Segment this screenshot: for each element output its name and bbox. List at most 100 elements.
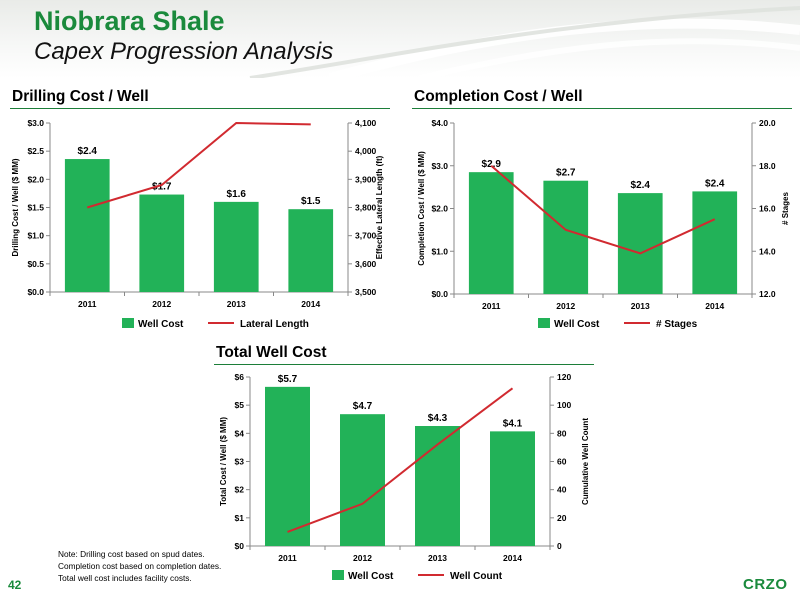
data-label: $2.9 (482, 159, 502, 170)
x-tick-label: 2014 (301, 299, 320, 309)
bar (543, 180, 589, 294)
y-tick-label: $2.0 (431, 204, 448, 214)
y2-tick-label: 4,100 (355, 118, 377, 128)
data-label: $2.4 (78, 146, 98, 157)
legend-swatch-bar (538, 318, 550, 328)
y-tick-label: $2.5 (27, 146, 44, 156)
y-tick-label: $0.0 (431, 289, 448, 299)
banner-swirl-decoration (249, 6, 800, 78)
completion-cost-chart: $0.0 $1.0 $2.0 $3.0 $4.0 12.0 14.0 16.0 18.0 20.0… (417, 118, 790, 330)
section-rule-total (214, 364, 594, 365)
bar (139, 194, 185, 292)
page-title: Niobrara Shale (34, 6, 225, 36)
y-axis-title: Drilling Cost / Well ($ MM) (11, 158, 20, 256)
legend-label: Lateral Length (240, 319, 309, 330)
y2-tick-label: 3,900 (355, 174, 377, 184)
footnote-line: Completion cost based on completion date… (58, 561, 222, 571)
y2-tick-label: 20 (557, 513, 567, 523)
section-rule-completion (412, 108, 792, 109)
y2-tick-label: 18.0 (759, 161, 776, 171)
section-title-total: Total Well Cost (216, 344, 327, 361)
section-title-completion: Completion Cost / Well (414, 88, 583, 105)
legend-label: Well Cost (554, 319, 600, 330)
y2-tick-label: 3,500 (355, 287, 377, 297)
drilling-cost-chart: $0.0 $0.5 $1.0 $1.5 $2.0 $2.5 $3.0 3,500 3,600 3,… (11, 118, 384, 330)
y2-tick-label: 12.0 (759, 289, 776, 299)
y-tick-label: $6 (235, 372, 245, 382)
footnote-line: Note: Drilling cost based on spud dates. (58, 549, 205, 559)
y-tick-label: $0.0 (27, 287, 44, 297)
bar (692, 191, 738, 294)
bar (340, 414, 385, 546)
x-tick-label: 2012 (353, 553, 372, 563)
y-tick-label: $2 (235, 485, 245, 495)
y-tick-label: $5 (235, 400, 245, 410)
bar (64, 159, 110, 292)
bar (617, 193, 663, 294)
y2-axis-title: # Stages (781, 191, 790, 224)
data-label: $1.5 (301, 196, 321, 207)
y-tick-label: $4.0 (431, 118, 448, 128)
y2-tick-label: 20.0 (759, 118, 776, 128)
bar (468, 172, 514, 294)
x-tick-label: 2011 (78, 299, 97, 309)
x-tick-label: 2014 (705, 301, 724, 311)
data-label: $2.4 (705, 178, 725, 189)
y-tick-label: $0.5 (27, 259, 44, 269)
y-tick-label: $3 (235, 457, 245, 467)
series-line (490, 164, 716, 255)
legend-label: # Stages (656, 319, 698, 330)
y-tick-label: $4 (235, 428, 245, 438)
legend-label: Well Cost (348, 571, 394, 582)
legend-swatch-bar (332, 570, 344, 580)
y2-tick-label: 0 (557, 541, 562, 551)
data-label: $4.7 (353, 401, 373, 412)
page-subtitle: Capex Progression Analysis (34, 38, 334, 65)
x-tick-label: 2012 (152, 299, 171, 309)
company-logo: CRZO (743, 576, 788, 593)
bar (490, 431, 535, 546)
legend-label: Well Count (450, 571, 503, 582)
section-rule-drilling (10, 108, 390, 109)
data-label: $4.3 (428, 413, 448, 424)
y2-tick-label: 14.0 (759, 246, 776, 256)
section-title-drilling: Drilling Cost / Well (12, 88, 149, 105)
footnote: Note: Drilling cost based on spud dates.… (58, 548, 221, 584)
y-tick-label: $1.5 (27, 203, 44, 213)
x-tick-label: 2012 (556, 301, 575, 311)
x-tick-label: 2013 (227, 299, 246, 309)
y2-tick-label: 3,800 (355, 203, 377, 213)
y-tick-label: $1.0 (27, 231, 44, 241)
header-banner (0, 0, 800, 78)
y2-tick-label: 16.0 (759, 204, 776, 214)
y-tick-label: $0 (235, 541, 245, 551)
y-tick-label: $3.0 (431, 161, 448, 171)
data-label: $1.6 (227, 189, 247, 200)
series-line (86, 121, 311, 209)
y-axis-title: Completion Cost / Well ($ MM) (417, 151, 426, 266)
y2-axis-title: Effective Lateral Length (ft) (375, 155, 384, 259)
y2-tick-label: 40 (557, 485, 567, 495)
footnote-line: Total well cost includes facility costs. (58, 573, 192, 583)
series-line (287, 387, 514, 533)
data-label: $4.1 (503, 418, 523, 429)
x-tick-label: 2013 (631, 301, 650, 311)
x-tick-label: 2011 (482, 301, 501, 311)
y-tick-label: $1.0 (431, 246, 448, 256)
y-axis-title: Total Cost / Well ($ MM) (219, 417, 228, 506)
data-label: $1.7 (152, 182, 172, 193)
legend-label: Well Cost (138, 319, 184, 330)
y2-tick-label: 3,600 (355, 259, 377, 269)
x-tick-label: 2013 (428, 553, 447, 563)
data-label: $2.7 (556, 168, 576, 179)
y2-tick-label: 80 (557, 428, 567, 438)
total-well-cost-chart: $0 $1 $2 $3 $4 $5 $6 0 20 40 60 80 100 120 $5.7 2011 $4.… (219, 372, 590, 582)
x-tick-label: 2011 (278, 553, 297, 563)
y-tick-label: $3.0 (27, 118, 44, 128)
y2-tick-label: 3,700 (355, 231, 377, 241)
y-tick-label: $1 (235, 513, 245, 523)
y2-tick-label: 4,000 (355, 146, 377, 156)
y2-axis-title: Cumulative Well Count (581, 418, 590, 505)
bar (213, 201, 259, 292)
y2-tick-label: 60 (557, 457, 567, 467)
